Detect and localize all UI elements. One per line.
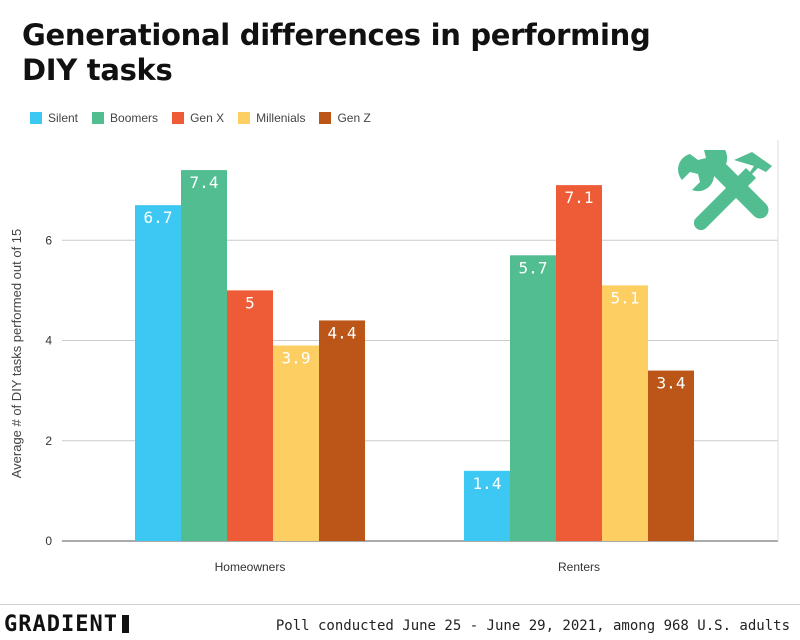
bar-value-label: 5	[245, 293, 255, 312]
bar-value-label: 1.4	[473, 474, 502, 493]
legend-label: Gen X	[190, 111, 225, 125]
legend-swatch	[172, 112, 185, 124]
bar-value-label: 5.7	[519, 258, 548, 277]
legend-swatch	[92, 112, 105, 124]
y-tick-label: 4	[45, 334, 52, 348]
bar	[602, 285, 648, 541]
bar-value-label: 7.1	[565, 188, 594, 207]
bar-value-label: 3.9	[282, 349, 311, 368]
legend-item: Gen Z	[319, 111, 371, 125]
y-axis-label: Average # of DIY tasks performed out of …	[9, 229, 24, 479]
bar	[510, 255, 556, 541]
brand-text: GRADIENT	[4, 612, 118, 637]
legend-label: Silent	[48, 111, 79, 125]
bar	[273, 345, 319, 541]
bar	[464, 470, 510, 541]
legend-item: Gen X	[172, 111, 224, 125]
bar-value-label: 5.1	[611, 288, 640, 307]
y-tick-label: 0	[45, 534, 52, 548]
footer-divider	[0, 604, 800, 605]
x-category-label: Homeowners	[215, 560, 286, 574]
bar	[556, 185, 602, 542]
legend-label: Millenials	[256, 111, 306, 125]
legend-swatch	[319, 112, 332, 124]
y-tick-label: 2	[45, 434, 52, 448]
tools-icon	[678, 150, 772, 231]
legend-swatch	[30, 112, 42, 124]
bar	[227, 290, 273, 541]
legend-label: Gen Z	[337, 111, 371, 125]
y-tick-label: 6	[45, 233, 52, 247]
x-category-label: Renters	[558, 560, 600, 574]
chart-title: Generational differences in performing D…	[22, 18, 651, 87]
bar-value-label: 3.4	[657, 374, 686, 393]
legend-item: Boomers	[92, 111, 158, 125]
legend: Silent Boomers Gen X Millenials Gen Z	[30, 110, 385, 126]
bar-value-label: 4.4	[328, 323, 357, 342]
brand-logo: GRADIENT	[4, 612, 129, 637]
bar	[319, 320, 365, 541]
bar	[181, 170, 227, 541]
legend-item: Millenials	[238, 111, 305, 125]
legend-label: Boomers	[110, 111, 159, 125]
footer-note: Poll conducted June 25 - June 29, 2021, …	[275, 618, 790, 634]
bar	[135, 205, 181, 541]
legend-item: Silent	[30, 111, 78, 125]
legend-swatch	[238, 112, 251, 124]
bar-chart: 0 2 4 6 Average # of DIY tasks performed out…	[9, 140, 779, 574]
brand-bar-icon	[121, 615, 129, 633]
bar	[648, 370, 694, 541]
bar-value-label: 6.7	[144, 208, 173, 227]
bar-value-label: 7.4	[190, 173, 219, 192]
